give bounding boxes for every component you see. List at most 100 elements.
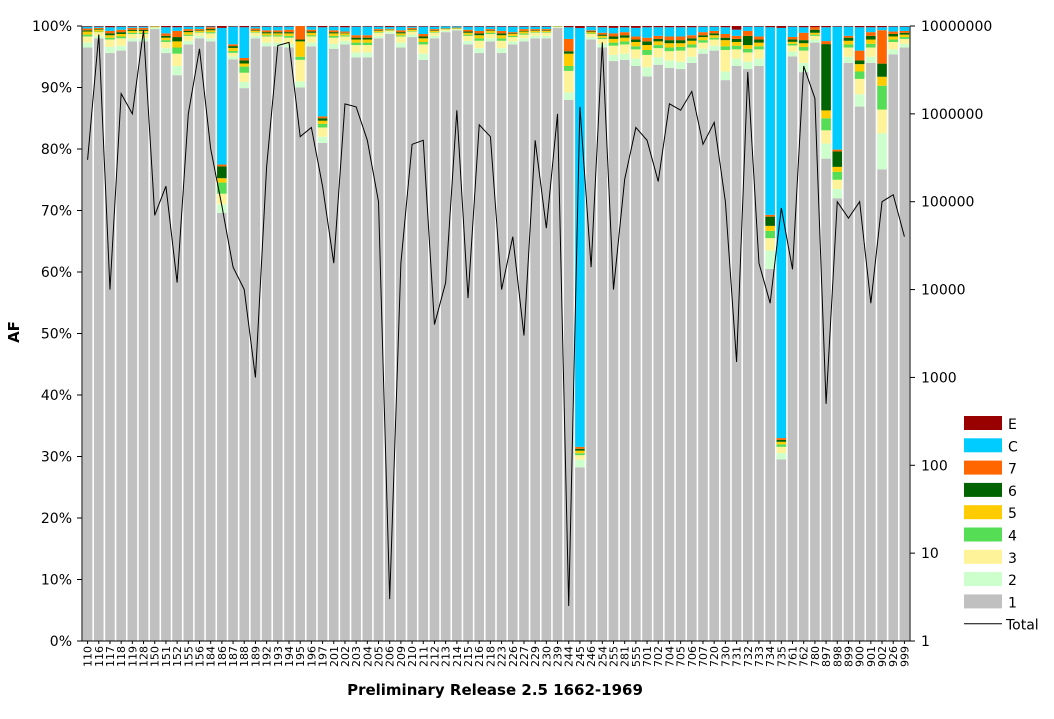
bar-150-series-3 [149,27,160,28]
bar-197-series-E [317,26,328,28]
legend-label-3: 3 [1008,551,1017,567]
bar-704-series-3 [664,51,675,61]
bar-230-series-1 [541,38,552,642]
bar-196-series-1 [306,46,317,642]
bar-212-series-2 [429,35,440,39]
left-axis-tick-labels: 0% 10% 20% 30% 40% 50% 60% 70% 80% 90% 100% [32,19,72,650]
x-tick-label: 901 [865,646,878,667]
bar-761-series-6 [787,39,798,42]
x-tick-label: 730 [719,646,732,667]
bar-900-series-1 [854,106,865,641]
bar-227-series-2 [519,38,529,42]
bar-187-series-7 [228,44,238,47]
x-tick-label: 214 [451,646,464,667]
bar-216-series-2 [474,48,485,54]
bar-213-series-1 [440,32,451,642]
bar-195-series-2 [295,81,305,88]
bar-720-series-7 [709,30,719,34]
bar-156-series-E [194,26,205,27]
legend-label-C: C [1008,439,1018,455]
bar-226-series-E [507,26,518,27]
axes [77,25,915,644]
bar-762-series-7 [798,32,809,41]
bar-244-series-7 [563,38,574,52]
bar-702-series-2 [653,57,664,65]
bar-117-series-3 [105,39,115,47]
bar-245-series-6 [575,448,585,451]
bar-192-series-1 [261,46,272,642]
bar-735-series-4 [776,444,787,447]
bar-210-series-E [407,26,417,27]
x-tick-label: 216 [473,646,486,667]
bar-151-series-C [161,27,171,34]
bar-212-series-C [429,26,440,30]
bar-226-series-2 [507,41,518,45]
bar-223-series-6 [496,33,507,36]
bar-230-series-3 [541,32,552,36]
bar-196-series-6 [306,31,317,33]
bar-193-series-5 [273,33,283,36]
x-tick-label: 720 [708,646,721,667]
bar-194-series-3 [284,37,294,44]
bar-706-series-2 [687,56,697,63]
bar-186-series-7 [217,164,227,167]
bar-211-series-5 [418,38,429,42]
bar-209-series-1 [396,47,406,641]
bar-201-series-4 [328,35,339,38]
bar-203-series-3 [351,45,361,53]
bar-702-series-C [653,27,664,36]
bar-735-series-6 [776,439,787,442]
bar-244-series-2 [563,92,574,100]
bar-117-series-E [105,26,115,28]
bar-255-series-1 [608,61,619,642]
bar-901-series-E [866,26,876,28]
bar-720-series-C [709,26,719,31]
bar-245-series-7 [575,446,585,449]
bar-215-series-E [463,26,473,27]
bar-151-series-4 [161,40,171,42]
bar-229-series-1 [530,38,540,642]
bar-720-series-6 [709,33,719,36]
left-tick-label: 20% [41,511,72,527]
x-tick-label: 196 [305,646,318,667]
bar-555-series-1 [631,65,641,642]
bar-732-series-6 [742,35,753,46]
bar-281-series-E [619,26,630,28]
bar-184-series-E [205,26,216,27]
bar-210-series-1 [407,37,417,641]
bar-239-series-1 [552,27,563,641]
bar-193-series-C [273,26,283,31]
bar-732-series-C [742,26,753,31]
bar-189-series-7 [250,28,261,31]
x-tick-label: 244 [563,646,576,667]
bar-202-series-2 [340,40,350,45]
bar-702-series-1 [653,64,664,641]
bar-734-series-C [765,27,775,215]
bar-187-series-E [228,26,238,27]
bar-735-series-1 [776,459,787,641]
bar-110-series-5 [82,31,93,35]
x-tick-label: 245 [574,646,587,667]
bar-900-series-3 [854,78,865,95]
bar-255-series-4 [608,42,619,46]
x-tick-label: 156 [193,646,206,667]
bar-192-series-5 [261,33,272,36]
bar-762-series-6 [798,40,809,44]
bar-897-series-4 [821,118,831,131]
bar-206-series-4 [384,30,395,31]
x-tick-label: 230 [540,646,553,667]
bar-901-series-7 [866,32,876,36]
bar-701-series-5 [642,45,652,50]
bar-152-series-E [172,26,182,28]
bar-999-series-1 [899,47,910,641]
bar-230-series-E [541,26,552,27]
bar-733-series-1 [754,65,764,642]
bar-733-series-4 [754,46,764,50]
bar-223-series-2 [496,48,507,54]
bar-762-series-4 [798,46,809,51]
x-tick-label: 762 [798,646,811,667]
bar-214-series-C [452,26,462,28]
bar-151-series-7 [161,33,171,36]
bar-555-series-7 [631,36,641,40]
x-tick-label: 239 [552,646,565,667]
